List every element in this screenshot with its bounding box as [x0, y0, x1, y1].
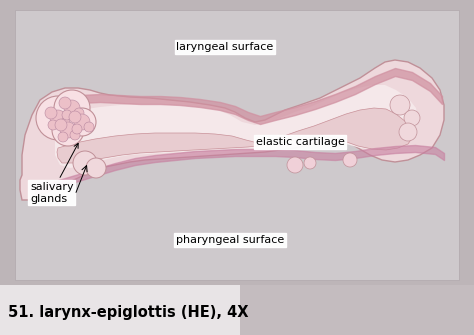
Circle shape	[64, 100, 80, 116]
Circle shape	[36, 96, 80, 140]
Circle shape	[73, 151, 97, 175]
Circle shape	[62, 110, 72, 120]
Circle shape	[86, 158, 106, 178]
Circle shape	[399, 123, 417, 141]
Text: laryngeal surface: laryngeal surface	[176, 42, 273, 52]
Text: elastic cartilage: elastic cartilage	[255, 137, 345, 147]
Bar	[15, 10, 459, 280]
Text: 51. larynx-epiglottis (HE), 4X: 51. larynx-epiglottis (HE), 4X	[8, 306, 248, 321]
Circle shape	[60, 118, 70, 128]
Circle shape	[54, 90, 90, 126]
Polygon shape	[20, 60, 444, 200]
Circle shape	[70, 130, 80, 140]
Circle shape	[55, 119, 67, 131]
Circle shape	[390, 95, 410, 115]
Circle shape	[72, 124, 82, 134]
Circle shape	[304, 157, 316, 169]
Circle shape	[287, 157, 303, 173]
Circle shape	[404, 110, 420, 126]
Bar	[0, 285, 474, 335]
Circle shape	[52, 114, 84, 146]
Polygon shape	[57, 108, 412, 163]
Circle shape	[50, 110, 66, 126]
Circle shape	[59, 97, 71, 109]
Circle shape	[69, 111, 81, 123]
Circle shape	[84, 122, 94, 132]
Circle shape	[60, 122, 76, 138]
Circle shape	[58, 132, 68, 142]
Circle shape	[74, 114, 90, 130]
Text: pharyngeal surface: pharyngeal surface	[176, 235, 284, 245]
Circle shape	[45, 107, 57, 119]
Bar	[0, 285, 240, 335]
Circle shape	[343, 153, 357, 167]
Circle shape	[68, 108, 96, 136]
Circle shape	[74, 108, 84, 118]
Polygon shape	[55, 85, 418, 168]
Circle shape	[48, 120, 58, 130]
Text: salivary
glands: salivary glands	[30, 143, 78, 204]
